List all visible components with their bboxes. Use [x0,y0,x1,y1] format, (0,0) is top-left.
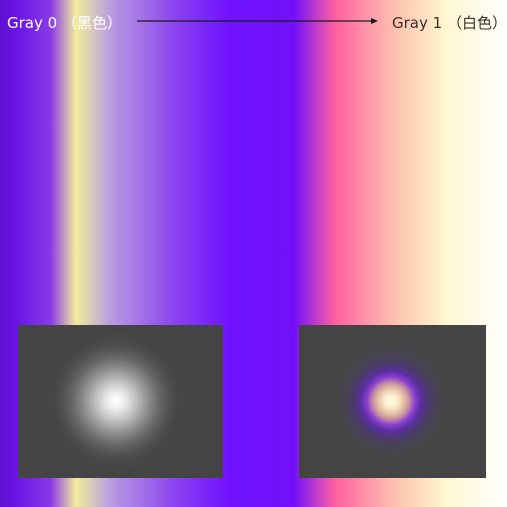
radial-glow-icon [18,325,223,478]
gray-1-label: Gray 1 （白色） [392,13,507,33]
arrow-head [371,18,378,24]
gradient-mapped-glow-panel [299,325,486,478]
grayscale-glow-panel [18,325,223,478]
radial-glow-icon [299,325,486,478]
